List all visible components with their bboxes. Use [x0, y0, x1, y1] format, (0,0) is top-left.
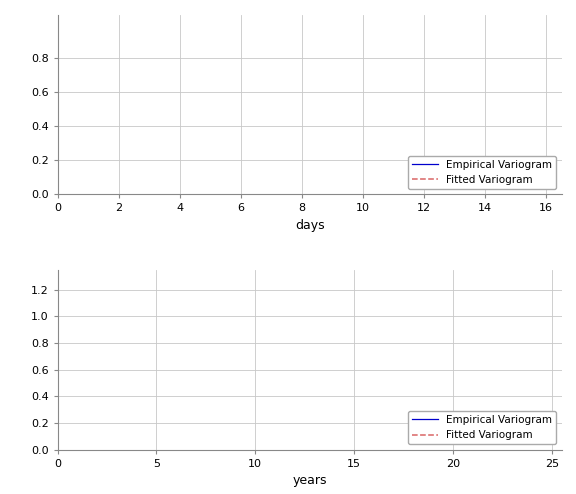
Line: Empirical Variogram: Empirical Variogram — [48, 256, 58, 346]
Fitted Variogram — [46, 332, 53, 338]
Empirical Variogram — [54, 192, 61, 198]
Line: Empirical Variogram: Empirical Variogram — [42, 195, 58, 494]
Fitted Variogram — [39, 126, 46, 132]
X-axis label: years: years — [293, 474, 327, 487]
Legend: Empirical Variogram, Fitted Variogram: Empirical Variogram, Fitted Variogram — [408, 411, 556, 444]
Empirical Variogram — [50, 320, 57, 326]
Line: Fitted Variogram: Fitted Variogram — [48, 332, 58, 336]
Fitted Variogram — [44, 333, 51, 339]
Empirical Variogram — [48, 329, 55, 334]
Fitted Variogram — [53, 330, 60, 336]
Empirical Variogram — [48, 320, 55, 326]
Empirical Variogram — [51, 333, 58, 339]
Fitted Variogram — [52, 117, 59, 123]
Empirical Variogram — [44, 292, 51, 298]
Fitted Variogram — [54, 329, 61, 335]
Line: Fitted Variogram: Fitted Variogram — [42, 119, 58, 129]
Fitted Variogram — [48, 120, 55, 126]
Fitted Variogram — [42, 124, 49, 130]
Empirical Variogram — [47, 253, 54, 259]
Fitted Variogram — [50, 331, 56, 337]
Legend: Empirical Variogram, Fitted Variogram: Empirical Variogram, Fitted Variogram — [408, 156, 556, 189]
Fitted Variogram — [47, 332, 54, 338]
Fitted Variogram — [47, 332, 54, 338]
X-axis label: days: days — [295, 219, 324, 232]
Fitted Variogram — [47, 121, 54, 126]
Empirical Variogram — [54, 343, 61, 349]
Fitted Variogram — [50, 331, 57, 337]
Fitted Variogram — [42, 124, 49, 130]
Fitted Variogram — [44, 123, 51, 129]
Fitted Variogram — [54, 116, 61, 122]
Empirical Variogram — [54, 192, 61, 198]
Empirical Variogram — [46, 293, 53, 299]
Empirical Variogram — [52, 333, 59, 339]
Empirical Variogram — [47, 282, 54, 288]
